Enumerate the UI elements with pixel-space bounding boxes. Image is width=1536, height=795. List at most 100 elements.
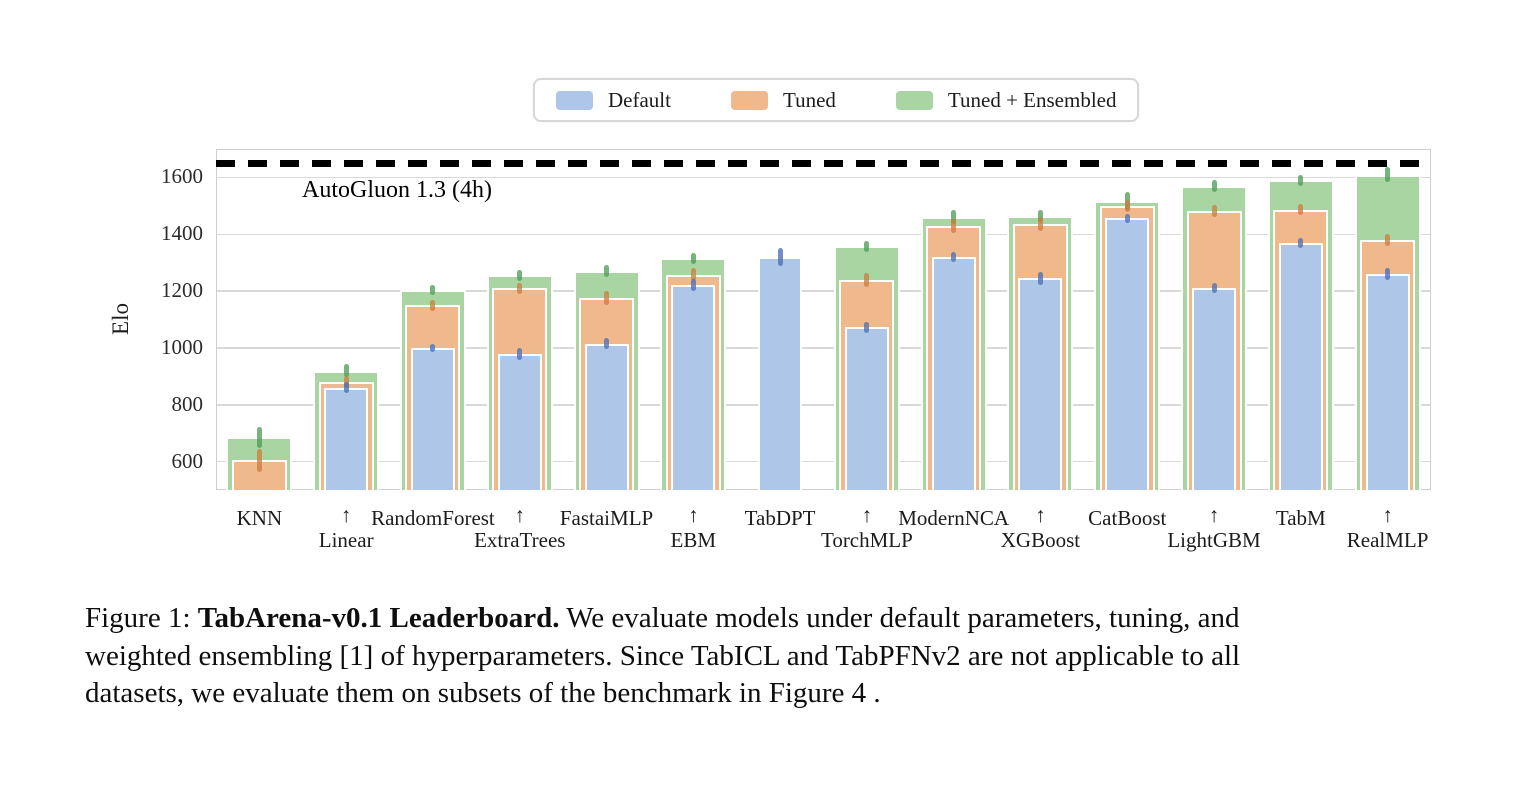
bar-default-TabDPT	[758, 256, 803, 490]
x-tick-arrow-Linear-icon: ↑	[340, 503, 352, 527]
bar-default-XGBoost	[1018, 278, 1063, 490]
y-tick-label-1000: 1000	[161, 334, 203, 359]
x-tick-label-TorchMLP: TorchMLP	[820, 528, 913, 552]
gridline-1600	[216, 176, 1431, 179]
bar-default-FastaiMLP	[584, 343, 629, 490]
errorbar-default-RandomForest	[430, 343, 436, 353]
errorbar-tuned-ensembled-XGBoost	[1037, 209, 1043, 223]
errorbar-default-TorchMLP	[864, 321, 870, 334]
bar-default-Linear	[324, 387, 369, 490]
x-tick-label-CatBoost: CatBoost	[1088, 506, 1167, 530]
errorbar-tuned-RandomForest	[430, 299, 436, 311]
y-tick-label-800: 800	[171, 391, 204, 416]
gridline-1200	[216, 290, 1431, 292]
gridline-600	[216, 460, 1431, 463]
autogluon-reference-label: AutoGluon 1.3 (4h)	[302, 177, 492, 204]
errorbar-tuned-ensembled-ExtraTrees	[517, 269, 523, 282]
errorbar-default-Linear	[343, 382, 349, 394]
errorbar-default-RealMLP	[1385, 268, 1391, 280]
legend-label-tuned: Tuned	[782, 87, 836, 112]
x-tick-arrow-ExtraTrees-icon: ↑	[514, 503, 526, 527]
errorbar-tuned-ensembled-Linear	[343, 364, 349, 377]
x-tick-label-KNN: KNN	[236, 506, 283, 530]
x-tick-arrow-RealMLP-icon: ↑	[1382, 503, 1393, 527]
caption-figure-number: Figure 1:	[85, 602, 198, 634]
errorbar-default-FastaiMLP	[604, 337, 610, 350]
y-axis-label: Elo	[107, 302, 133, 335]
errorbar-tuned-XGBoost	[1037, 217, 1043, 232]
errorbar-tuned-ensembled-ModernNCA	[951, 209, 957, 224]
x-tick-label-EBM: EBM	[670, 528, 717, 552]
legend-item-tuned: Tuned	[730, 87, 836, 113]
figure-caption: Figure 1: TabArena-v0.1 Leaderboard. We …	[85, 600, 1485, 713]
gridline-1400	[216, 233, 1431, 235]
bar-default-RandomForest	[410, 347, 455, 490]
x-tick-label-FastaiMLP: FastaiMLP	[559, 506, 654, 530]
bar-default-TabM	[1278, 242, 1323, 490]
x-tick-label-ExtraTrees: ExtraTrees	[474, 528, 566, 552]
caption-line-2: weighted ensembling [1] of hyperparamete…	[85, 639, 1241, 672]
bar-default-TorchMLP	[844, 327, 889, 490]
x-tick-arrow-LightGBM-icon: ↑	[1208, 503, 1220, 527]
bar-default-EBM	[671, 284, 716, 490]
errorbar-tuned-ensembled-TabM	[1298, 174, 1304, 186]
errorbar-tuned-FastaiMLP	[604, 291, 610, 306]
errorbar-default-XGBoost	[1037, 272, 1043, 285]
errorbar-tuned-ensembled-FastaiMLP	[604, 264, 610, 278]
errorbar-default-ExtraTrees	[517, 347, 523, 361]
caption-line-1: Figure 1: TabArena-v0.1 Leaderboard. We …	[85, 600, 1485, 638]
y-tick-label-1200: 1200	[161, 278, 203, 303]
x-tick-label-XGBoost: XGBoost	[1000, 528, 1081, 552]
caption-text-1: We evaluate models under default paramet…	[559, 602, 1240, 634]
errorbar-tuned-ensembled-TorchMLP	[864, 240, 870, 253]
errorbar-default-EBM	[690, 279, 696, 291]
errorbar-tuned-KNN	[256, 448, 262, 472]
errorbar-tuned-ModernNCA	[951, 219, 957, 234]
caption-title: TabArena-v0.1 Leaderboard.	[197, 602, 560, 634]
x-tick-arrow-XGBoost-icon: ↑	[1035, 503, 1046, 527]
autogluon-reference-line	[216, 159, 1431, 167]
legend-item-tuned-ensembled: Tuned + Ensembled	[895, 88, 1116, 113]
bar-default-ModernNCA	[931, 256, 976, 490]
errorbar-tuned-LightGBM	[1211, 204, 1217, 218]
x-tick-label-RandomForest: RandomForest	[371, 506, 495, 530]
y-tick-label-1600: 1600	[161, 164, 203, 189]
errorbar-tuned-CatBoost	[1124, 200, 1130, 212]
errorbar-default-CatBoost	[1124, 214, 1130, 223]
legend-swatch-tuned-icon	[730, 90, 768, 110]
legend-swatch-tuned-ensembled-icon	[895, 90, 933, 110]
x-tick-label-LightGBM: LightGBM	[1167, 528, 1261, 552]
x-tick-label-RealMLP: RealMLP	[1346, 528, 1429, 552]
errorbar-tuned-ensembled-RealMLP	[1385, 167, 1391, 182]
chart-legend: Default Tuned Tuned + Ensembled	[533, 78, 1140, 122]
errorbar-tuned-TorchMLP	[864, 272, 870, 287]
x-tick-label-TabM: TabM	[1275, 506, 1326, 530]
y-tick-label-1400: 1400	[161, 221, 203, 246]
bar-default-LightGBM	[1192, 287, 1237, 490]
legend-swatch-default-icon	[556, 90, 593, 110]
x-tick-arrow-EBM-icon: ↑	[688, 503, 699, 527]
gridline-1000	[216, 347, 1431, 349]
errorbar-tuned-Linear	[343, 375, 349, 389]
plot-border	[216, 149, 1431, 490]
bar-default-RealMLP	[1365, 274, 1410, 490]
x-tick-label-ModernNCA: ModernNCA	[898, 506, 1010, 530]
errorbar-tuned-ensembled-EBM	[690, 252, 696, 265]
legend-item-default: Default	[556, 88, 671, 113]
x-tick-arrow-TorchMLP-icon: ↑	[861, 503, 873, 527]
errorbar-default-TabM	[1298, 237, 1304, 248]
legend-label-default: Default	[608, 87, 671, 112]
errorbar-tuned-ensembled-KNN	[256, 426, 262, 449]
errorbar-default-ModernNCA	[951, 251, 957, 263]
errorbar-tuned-TabM	[1298, 204, 1304, 216]
x-tick-label-Linear: Linear	[318, 528, 374, 552]
bar-default-CatBoost	[1105, 218, 1150, 490]
errorbar-default-LightGBM	[1211, 282, 1217, 293]
errorbar-tuned-ensembled-LightGBM	[1211, 179, 1217, 193]
errorbar-default-TabDPT	[777, 248, 783, 266]
errorbar-tuned-EBM	[690, 268, 696, 281]
errorbar-tuned-ExtraTrees	[517, 282, 523, 294]
errorbar-tuned-RealMLP	[1385, 233, 1391, 247]
x-tick-label-TabDPT: TabDPT	[744, 506, 816, 530]
